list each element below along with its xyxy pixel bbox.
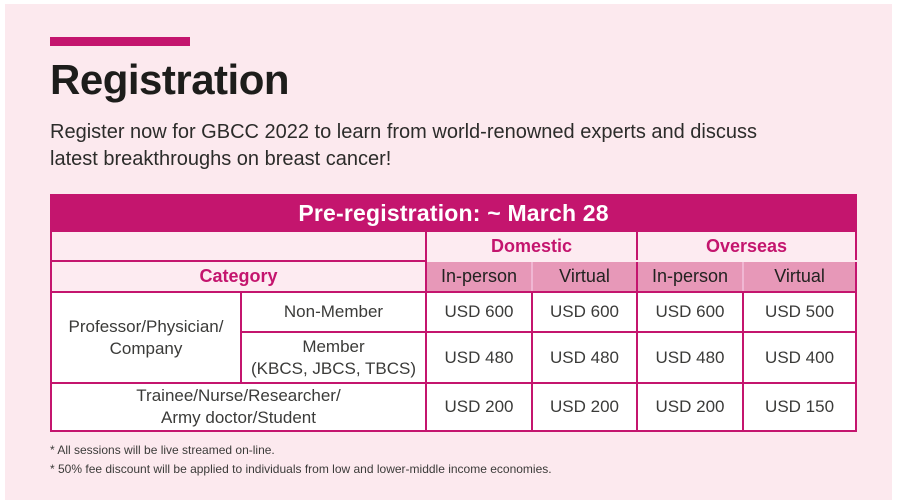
- subcategory-member: Member (KBCS, JBCS, TBCS): [240, 331, 427, 385]
- intro-text: Register now for GBCC 2022 to learn from…: [50, 121, 757, 171]
- pricing-table: Pre-registration: ~ March 28 Domestic Ov…: [49, 194, 858, 433]
- accent-bar: [50, 37, 190, 46]
- price-cell: USD 480: [531, 331, 638, 385]
- column-group-row: Domestic Overseas: [50, 230, 858, 263]
- category-group-professor: Professor/Physician/ Company: [50, 291, 242, 385]
- column-group-domestic: Domestic: [425, 230, 638, 263]
- table-banner-row: Pre-registration: ~ March 28: [49, 194, 858, 233]
- price-cell: USD 500: [741, 291, 858, 334]
- footnote-discount: * 50% fee discount will be applied to in…: [50, 462, 552, 477]
- section-content: Registration Register now for GBCC 2022 …: [5, 4, 892, 477]
- header-domestic-inperson: In-person: [425, 260, 533, 294]
- price-cell: USD 600: [531, 291, 638, 334]
- column-header-row: Category In-person Virtual In-person Vir…: [50, 260, 858, 294]
- empty-header-cell: [50, 230, 427, 263]
- table-row-trainee: Trainee/Nurse/Researcher/ Army doctor/St…: [50, 382, 858, 433]
- page-title: Registration: [50, 56, 290, 103]
- footnote-live-stream: * All sessions will be live streamed on-…: [50, 443, 275, 458]
- price-cell: USD 480: [636, 331, 744, 385]
- price-cell: USD 150: [741, 382, 858, 433]
- price-cell: USD 200: [425, 382, 533, 433]
- price-cell: USD 600: [636, 291, 744, 334]
- table-row-member: Member (KBCS, JBCS, TBCS) USD 480 USD 48…: [51, 331, 858, 385]
- header-overseas-virtual: Virtual: [741, 260, 858, 294]
- category-header: Category: [50, 260, 427, 294]
- registration-section: Registration Register now for GBCC 2022 …: [5, 4, 892, 500]
- price-cell: USD 480: [425, 331, 533, 385]
- pre-registration-banner: Pre-registration: ~ March 28: [49, 194, 858, 233]
- subcategory-nonmember: Non-Member: [240, 291, 427, 334]
- category-group-trainee: Trainee/Nurse/Researcher/ Army doctor/St…: [50, 382, 427, 433]
- price-cell: USD 400: [741, 331, 858, 385]
- footnotes: * All sessions will be live streamed on-…: [50, 442, 892, 477]
- header-domestic-virtual: Virtual: [531, 260, 638, 294]
- column-group-overseas: Overseas: [635, 230, 858, 263]
- price-cell: USD 600: [425, 291, 533, 334]
- price-cell: USD 200: [636, 382, 744, 433]
- header-overseas-inperson: In-person: [636, 260, 744, 294]
- table-row-nonmember: Professor/Physician/ Company Non-Member …: [50, 291, 858, 385]
- price-cell: USD 200: [531, 382, 638, 433]
